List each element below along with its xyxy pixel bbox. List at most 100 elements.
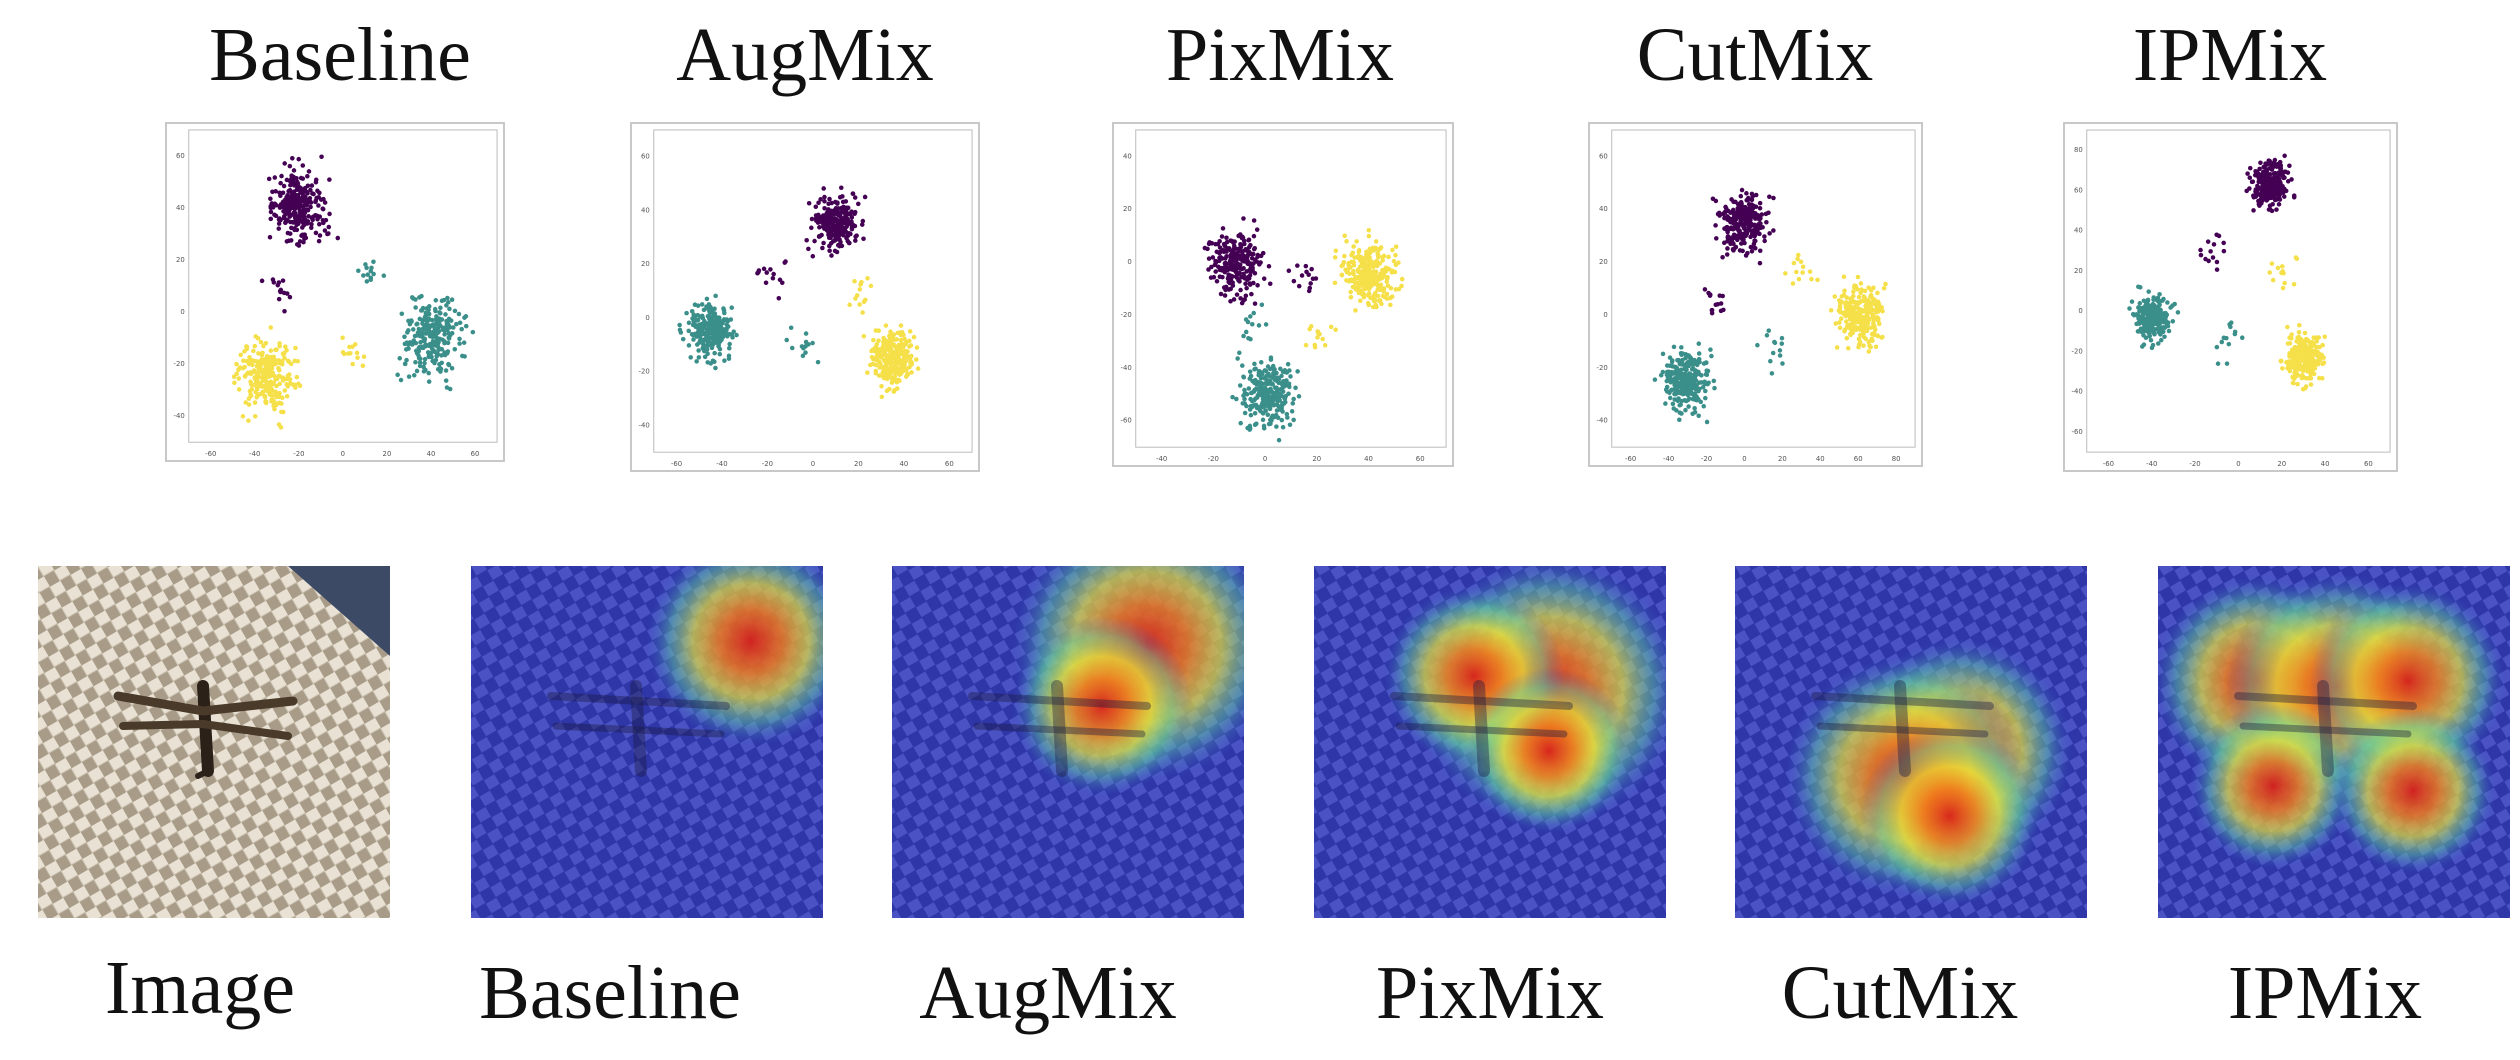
- scatter-point: [311, 191, 316, 197]
- scatter-point: [1696, 388, 1701, 394]
- scatter-point: [442, 339, 447, 344]
- scatter-point: [1751, 203, 1756, 209]
- scatter-point: [1214, 278, 1220, 284]
- scatter-point: [419, 293, 424, 299]
- scatter-point: [1681, 385, 1687, 391]
- scatter-point: [840, 199, 846, 205]
- scatter-point: [1299, 273, 1305, 278]
- scatter-point: [2294, 338, 2299, 344]
- scatter-point: [247, 355, 252, 360]
- scatter-point: [1758, 221, 1763, 226]
- scatter-point: [1399, 283, 1404, 289]
- scatter-point: [274, 202, 279, 208]
- scatter-point: [1393, 244, 1399, 249]
- scatter-point: [1261, 276, 1267, 281]
- scatter-point: [1348, 289, 1353, 295]
- scatter-point: [1351, 262, 1357, 268]
- heatmap-activation: [1860, 726, 2040, 906]
- scatter-point: [2247, 165, 2253, 171]
- scatter-point: [232, 380, 237, 385]
- plot-axes-box: [1611, 129, 1916, 448]
- scatter-point: [292, 183, 297, 188]
- scatter-point: [457, 336, 462, 342]
- scatter-point: [2264, 175, 2270, 181]
- gradcam-pixmix: [1314, 566, 1666, 918]
- scatter-point: [313, 230, 319, 236]
- scatter-point: [1246, 386, 1252, 391]
- scatter-point: [294, 242, 300, 247]
- cam-title-baseline: Baseline: [479, 951, 741, 1035]
- scatter-point: [1254, 421, 1259, 427]
- scatter-point: [734, 332, 739, 338]
- scatter-point: [899, 329, 905, 335]
- scatter-point: [2308, 382, 2314, 387]
- scatter-point: [695, 312, 701, 318]
- scatter-point: [1777, 348, 1783, 353]
- scatter-point: [2291, 380, 2296, 386]
- scatter-point: [2224, 361, 2230, 366]
- scatter-point: [686, 343, 692, 348]
- scatter-point: [442, 332, 447, 337]
- scatter-point: [1800, 264, 1806, 270]
- scatter-point: [1859, 287, 1864, 292]
- scatter-point: [1390, 247, 1395, 253]
- scatter-point: [1333, 248, 1339, 253]
- x-tick-label: 0: [2236, 460, 2240, 468]
- scatter-point: [1224, 239, 1230, 245]
- scatter-point: [248, 393, 254, 399]
- x-tick-label: 60: [2364, 460, 2373, 468]
- scatter-point: [882, 349, 887, 355]
- scatter-point: [1293, 385, 1298, 391]
- scatter-point: [2264, 198, 2269, 203]
- scatter-point: [427, 304, 432, 309]
- scatter-point: [886, 360, 892, 366]
- scatter-point: [1280, 424, 1286, 430]
- scatter-point: [1285, 415, 1290, 420]
- scatter-point: [402, 334, 407, 340]
- scatter-point: [1259, 370, 1265, 375]
- scatter-point: [251, 368, 257, 373]
- scatter-point: [1253, 366, 1258, 371]
- scatter-point: [430, 348, 436, 354]
- scatter-cluster: [1230, 355, 1302, 443]
- x-tick-label: 80: [1892, 455, 1901, 463]
- scatter-point: [835, 200, 840, 205]
- scatter-point: [264, 383, 270, 389]
- scatter-point: [1371, 298, 1377, 304]
- scatter-point: [282, 205, 288, 210]
- scatter-point: [2266, 183, 2271, 188]
- scatter-point: [897, 378, 902, 384]
- scatter-point: [834, 219, 840, 225]
- scatter-point: [2251, 208, 2256, 213]
- scatter-point: [273, 377, 278, 382]
- scatter-point: [1310, 276, 1316, 282]
- scatter-point: [364, 265, 369, 271]
- scatter-point: [2275, 189, 2281, 195]
- scatter-point: [1366, 233, 1372, 239]
- scatter-point: [303, 197, 309, 202]
- scatter-point: [289, 225, 294, 231]
- dragonfly-silhouette: [1811, 680, 1994, 777]
- scatter-point: [1755, 230, 1761, 236]
- scatter-point: [2296, 322, 2302, 328]
- scatter-point: [696, 355, 702, 360]
- heatmap-activation: [646, 566, 823, 746]
- scatter-point: [1847, 316, 1853, 322]
- scatter-point: [686, 328, 692, 334]
- scatter-point: [1764, 220, 1769, 225]
- scatter-point: [860, 310, 865, 315]
- scatter-point: [828, 241, 834, 246]
- scatter-point: [1279, 417, 1285, 423]
- scatter-point: [1238, 266, 1243, 271]
- scatter-point: [241, 358, 246, 364]
- scatter-point: [234, 371, 239, 377]
- scatter-point: [2266, 207, 2272, 212]
- y-tick-label: 20: [1123, 205, 1132, 213]
- scatter-point: [1883, 281, 1888, 287]
- scatter-point: [1278, 366, 1283, 372]
- scatter-point: [853, 296, 858, 301]
- scatter-point: [1213, 269, 1218, 274]
- scatter-point: [2320, 376, 2325, 381]
- scatter-point: [447, 333, 453, 338]
- scatter-point: [1390, 294, 1395, 299]
